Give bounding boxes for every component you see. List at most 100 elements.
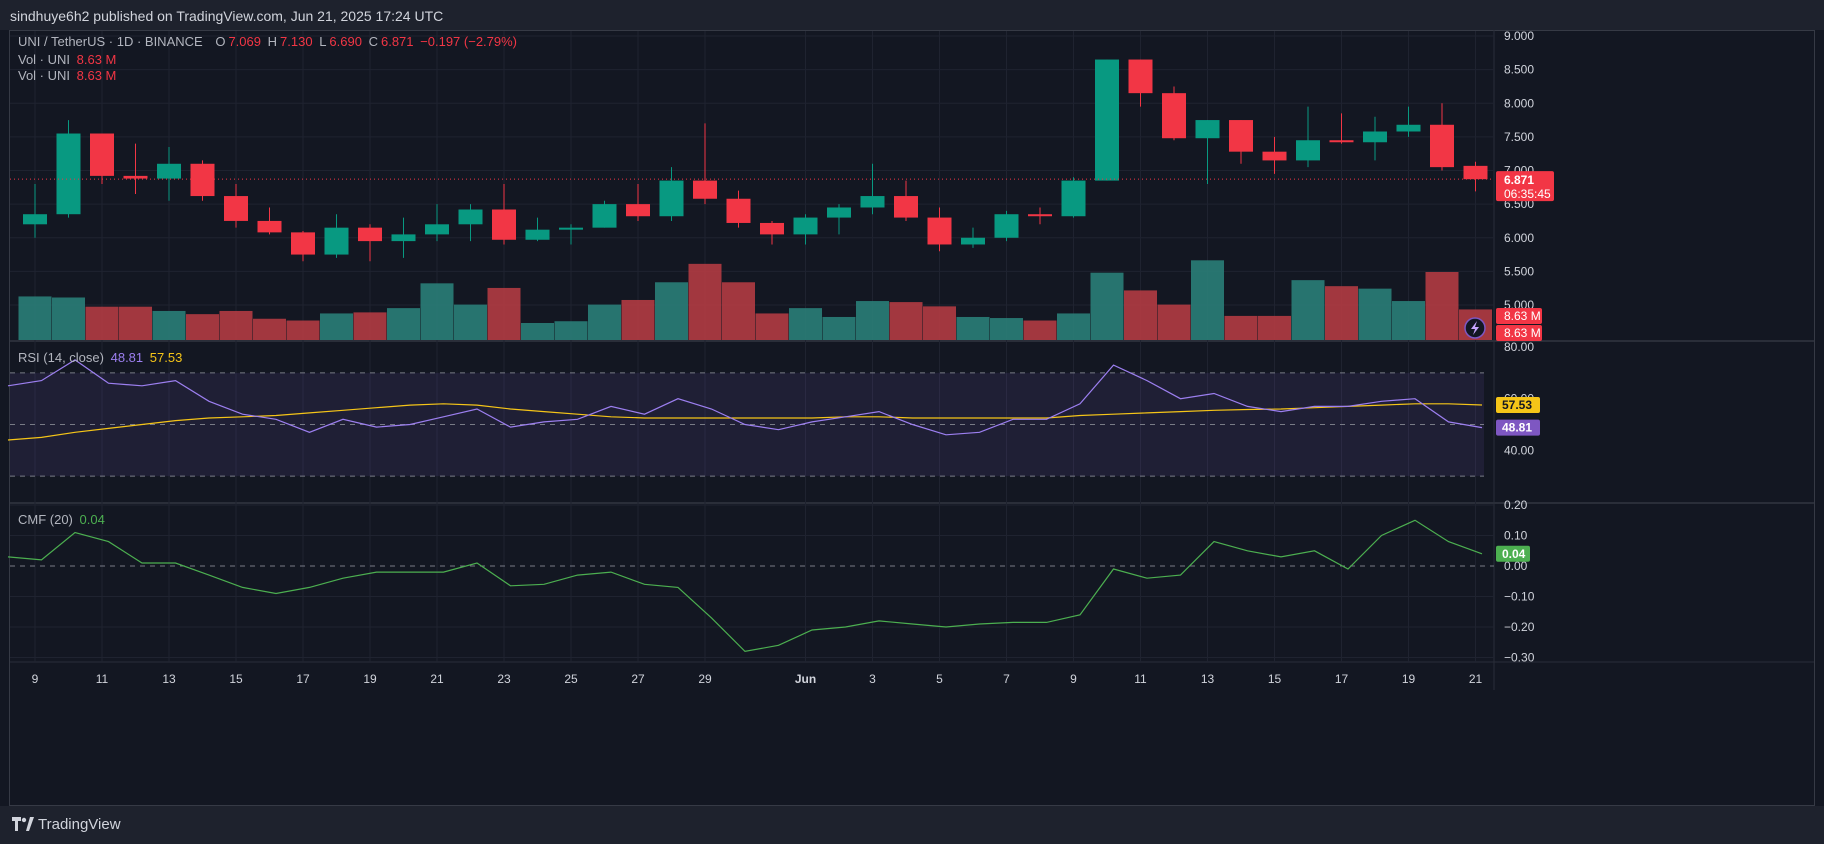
candle-body[interactable] xyxy=(525,229,550,240)
candle-body[interactable] xyxy=(391,234,416,242)
volume-bar[interactable] xyxy=(554,321,588,340)
volume-bar[interactable] xyxy=(420,283,454,340)
candle-body[interactable] xyxy=(726,198,751,223)
volume-bar[interactable] xyxy=(286,320,320,340)
candle-body[interactable] xyxy=(23,214,47,225)
volume-bar[interactable] xyxy=(152,310,186,340)
candle-body[interactable] xyxy=(1195,120,1220,139)
volume-bar[interactable] xyxy=(1224,315,1258,340)
volume-bar[interactable] xyxy=(487,287,521,340)
candle-body[interactable] xyxy=(793,217,818,235)
volume-bar[interactable] xyxy=(353,312,387,340)
volume-bar[interactable] xyxy=(1325,286,1358,340)
candle-body[interactable] xyxy=(927,217,952,245)
candle-body[interactable] xyxy=(492,209,516,240)
volume-bar[interactable] xyxy=(1191,260,1224,340)
volume-bar[interactable] xyxy=(789,308,822,340)
candle-body[interactable] xyxy=(961,237,985,245)
candle-body[interactable] xyxy=(458,209,483,225)
candle-body[interactable] xyxy=(257,220,282,233)
candle-body[interactable] xyxy=(190,163,215,197)
candle-body[interactable] xyxy=(90,133,114,176)
volume-bar[interactable] xyxy=(18,296,52,340)
volume-bar[interactable] xyxy=(1057,313,1090,340)
candle-body[interactable] xyxy=(559,227,583,230)
volume-bar[interactable] xyxy=(722,282,755,340)
candle-body[interactable] xyxy=(693,180,717,199)
candle-body[interactable] xyxy=(358,227,382,242)
volume-bar[interactable] xyxy=(1258,315,1291,340)
candle-body[interactable] xyxy=(425,224,449,235)
volume-bar[interactable] xyxy=(688,263,722,340)
candle-body[interactable] xyxy=(760,222,784,235)
candle-body[interactable] xyxy=(894,196,918,218)
x-tick-label: 19 xyxy=(363,672,377,686)
candle-body[interactable] xyxy=(1028,214,1052,217)
candle-body[interactable] xyxy=(1329,140,1354,143)
candle-body[interactable] xyxy=(626,204,650,217)
candle-body[interactable] xyxy=(56,133,81,215)
tradingview-logo-icon[interactable] xyxy=(12,817,34,831)
candle-body[interactable] xyxy=(1430,124,1454,168)
candle-body[interactable] xyxy=(1061,180,1086,217)
volume-bar[interactable] xyxy=(52,297,85,341)
candle-body[interactable] xyxy=(291,232,315,255)
volume-bar[interactable] xyxy=(186,314,219,340)
candle-body[interactable] xyxy=(1229,120,1253,152)
x-tick-label: 21 xyxy=(1469,672,1483,686)
candle-body[interactable] xyxy=(1162,93,1186,139)
symbol-label[interactable]: UNI / TetherUS · 1D · BINANCE xyxy=(18,34,203,49)
candle-body[interactable] xyxy=(1463,165,1488,180)
volume-legend-1[interactable]: Vol · UNI 8.63 M xyxy=(18,52,119,67)
volume-bar[interactable] xyxy=(219,310,253,340)
cmf-legend[interactable]: CMF (20) 0.04 xyxy=(18,512,108,527)
candle-body[interactable] xyxy=(827,207,851,218)
candle-body[interactable] xyxy=(224,196,248,221)
candle-body[interactable] xyxy=(157,163,181,179)
volume-bar[interactable] xyxy=(387,308,420,340)
volume-bar[interactable] xyxy=(1023,320,1057,340)
candle-body[interactable] xyxy=(324,227,349,255)
tradingview-brand[interactable]: TradingView xyxy=(38,816,121,833)
volume-bar[interactable] xyxy=(621,299,655,340)
volume-bar[interactable] xyxy=(521,323,554,340)
volume-bar[interactable] xyxy=(1124,290,1157,340)
volume-bar[interactable] xyxy=(1157,304,1191,340)
candle-body[interactable] xyxy=(994,214,1019,238)
volume-bar[interactable] xyxy=(889,302,923,340)
candle-body[interactable] xyxy=(1363,131,1387,143)
volume-bar[interactable] xyxy=(923,306,956,340)
volume-bar[interactable] xyxy=(990,318,1023,340)
candle-body[interactable] xyxy=(1095,59,1119,181)
volume-bar[interactable] xyxy=(1291,280,1325,340)
volume-bar[interactable] xyxy=(1392,301,1425,340)
volume-bar[interactable] xyxy=(755,313,789,340)
volume-bar[interactable] xyxy=(822,316,856,340)
candle-body[interactable] xyxy=(860,196,885,208)
rsi-tick-label: 80.00 xyxy=(1504,340,1534,354)
volume-bar[interactable] xyxy=(956,316,990,340)
candle-body[interactable] xyxy=(1396,124,1421,132)
chart-frame xyxy=(9,30,1815,806)
candle-body[interactable] xyxy=(1128,59,1153,94)
candle-body[interactable] xyxy=(659,180,684,217)
volume-bar[interactable] xyxy=(253,318,286,340)
volume-bar[interactable] xyxy=(1425,272,1459,340)
candle-body[interactable] xyxy=(1296,140,1320,161)
candle-body[interactable] xyxy=(1262,151,1287,161)
volume-bar[interactable] xyxy=(1090,272,1124,340)
volume-bar[interactable] xyxy=(85,306,119,340)
volume-bar[interactable] xyxy=(119,306,152,340)
rsi-legend[interactable]: RSI (14, close) 48.81 57.53 xyxy=(18,350,185,365)
candle-body[interactable] xyxy=(123,175,148,179)
cmf-axis-label: 0.04 xyxy=(1502,547,1526,561)
volume-bar[interactable] xyxy=(1358,288,1392,340)
volume-bar[interactable] xyxy=(588,304,621,340)
volume-bar[interactable] xyxy=(655,282,688,340)
candle-body[interactable] xyxy=(592,204,617,228)
volume-bar[interactable] xyxy=(454,304,487,340)
volume-legend-2[interactable]: Vol · UNI 8.63 M xyxy=(18,68,119,83)
volume-bar[interactable] xyxy=(320,313,353,340)
volume-bar[interactable] xyxy=(856,301,889,340)
